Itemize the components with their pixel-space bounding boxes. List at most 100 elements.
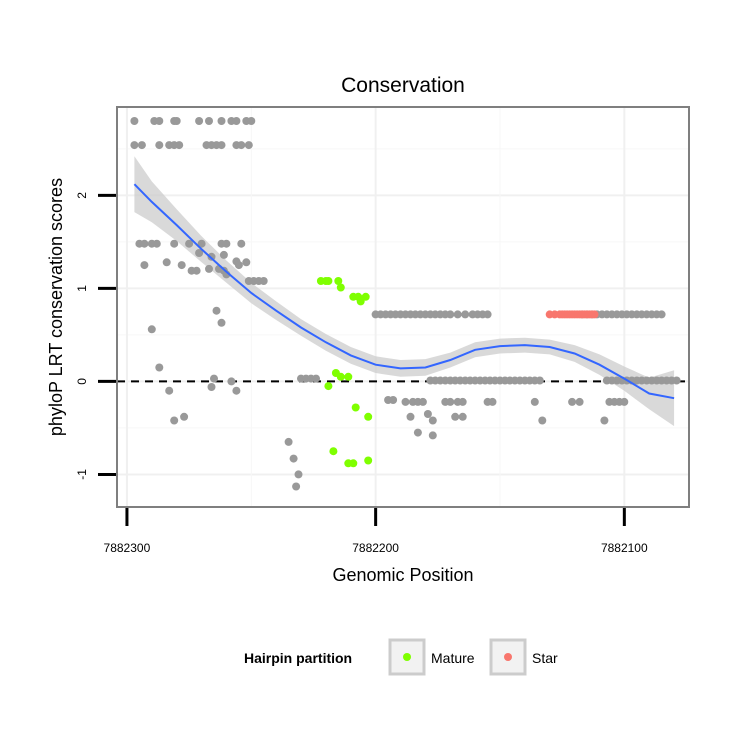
plot-border	[116, 106, 690, 508]
data-point-other	[195, 117, 204, 125]
data-point-other	[232, 386, 241, 395]
data-point-other	[205, 264, 213, 273]
data-point-other	[180, 412, 189, 421]
chart-title: Conservation	[341, 74, 465, 97]
data-point-mature	[324, 382, 333, 391]
data-point-mature	[344, 372, 353, 381]
data-point-other	[292, 482, 301, 491]
data-point-other	[451, 412, 460, 421]
data-point-other	[401, 397, 410, 406]
data-point-other	[147, 325, 156, 334]
plot-background	[117, 107, 689, 507]
data-point-other	[600, 416, 609, 425]
data-point-other	[210, 374, 218, 383]
y-tick-label: -1	[75, 469, 89, 480]
data-point-mature	[336, 283, 345, 292]
data-point-other	[483, 310, 492, 319]
data-point-other	[538, 416, 547, 425]
series-star	[545, 310, 599, 319]
data-point-other	[458, 397, 467, 406]
data-point-other	[227, 377, 236, 386]
data-point-other	[217, 318, 226, 327]
data-point-other	[242, 258, 251, 267]
data-point-other	[259, 277, 268, 285]
y-tick-label: 0	[75, 378, 89, 385]
confidence-band	[134, 156, 675, 427]
y-axis-label: phyloP LRT conservation scores	[46, 178, 66, 436]
x-axis-label: Genomic Position	[332, 565, 473, 585]
y-tick-label: 2	[75, 192, 89, 199]
data-point-mature	[364, 456, 373, 465]
data-point-other	[177, 261, 186, 270]
data-point-other	[195, 249, 204, 257]
data-point-other	[530, 397, 539, 406]
data-point-other	[312, 374, 320, 383]
data-point-other	[453, 310, 462, 319]
data-point-star	[590, 310, 599, 319]
data-point-other	[657, 310, 666, 319]
data-point-other	[217, 117, 226, 125]
data-point-other	[418, 397, 427, 406]
data-point-other	[568, 397, 577, 406]
data-point-other	[155, 141, 164, 150]
x-tick-label: 7882300	[104, 541, 151, 555]
data-point-other	[197, 239, 206, 248]
data-point-other	[155, 117, 164, 125]
data-point-other	[406, 412, 415, 421]
data-point-other	[232, 117, 241, 125]
data-point-other	[289, 454, 298, 463]
data-point-other	[428, 416, 437, 425]
data-point-other	[620, 397, 629, 406]
data-point-other	[237, 141, 246, 150]
series-mature	[316, 277, 373, 468]
data-point-other	[205, 117, 213, 125]
data-point-other	[488, 397, 497, 406]
data-point-other	[237, 239, 246, 248]
legend: Hairpin partition Mature Star	[244, 638, 558, 676]
data-point-other	[294, 470, 303, 479]
data-point-mature	[361, 292, 370, 301]
data-point-mature	[329, 447, 338, 456]
legend-label-mature: Mature	[431, 650, 475, 666]
data-point-other	[602, 376, 611, 385]
data-point-other	[389, 396, 398, 404]
x-axis-ticks: 7882300 7882200 7882100	[104, 508, 648, 555]
data-point-other	[137, 141, 146, 150]
data-point-mature	[324, 277, 333, 285]
y-tick-label: 1	[75, 285, 89, 292]
data-point-other	[172, 117, 181, 125]
data-point-other	[413, 428, 422, 437]
data-points	[130, 117, 681, 491]
data-point-other	[219, 250, 228, 259]
legend-dot-mature	[403, 653, 411, 661]
y-axis-ticks: -1 0 1 2	[75, 192, 116, 480]
data-point-other	[284, 437, 293, 446]
data-point-other	[535, 376, 544, 385]
data-point-other	[130, 141, 139, 150]
data-point-other	[140, 261, 149, 270]
legend-title: Hairpin partition	[244, 650, 352, 666]
data-point-other	[152, 239, 161, 248]
legend-label-star: Star	[532, 650, 558, 666]
data-point-other	[446, 310, 455, 319]
data-point-other	[140, 239, 149, 248]
smooth-line	[133, 183, 675, 400]
data-point-other	[446, 397, 455, 406]
data-point-mature	[351, 403, 360, 412]
data-point-other	[428, 431, 437, 440]
data-point-other	[185, 239, 194, 248]
data-point-other	[175, 141, 184, 150]
data-point-other	[217, 141, 226, 150]
legend-dot-star	[504, 653, 512, 661]
data-point-other	[155, 363, 164, 372]
data-point-other	[247, 117, 256, 125]
data-point-other	[222, 239, 231, 248]
data-point-mature	[334, 277, 343, 285]
data-point-other	[212, 306, 221, 315]
data-point-other	[170, 416, 179, 425]
data-point-other	[170, 239, 179, 248]
data-point-other	[461, 310, 470, 319]
confidence-band-area	[134, 156, 675, 427]
data-point-other	[165, 386, 174, 395]
